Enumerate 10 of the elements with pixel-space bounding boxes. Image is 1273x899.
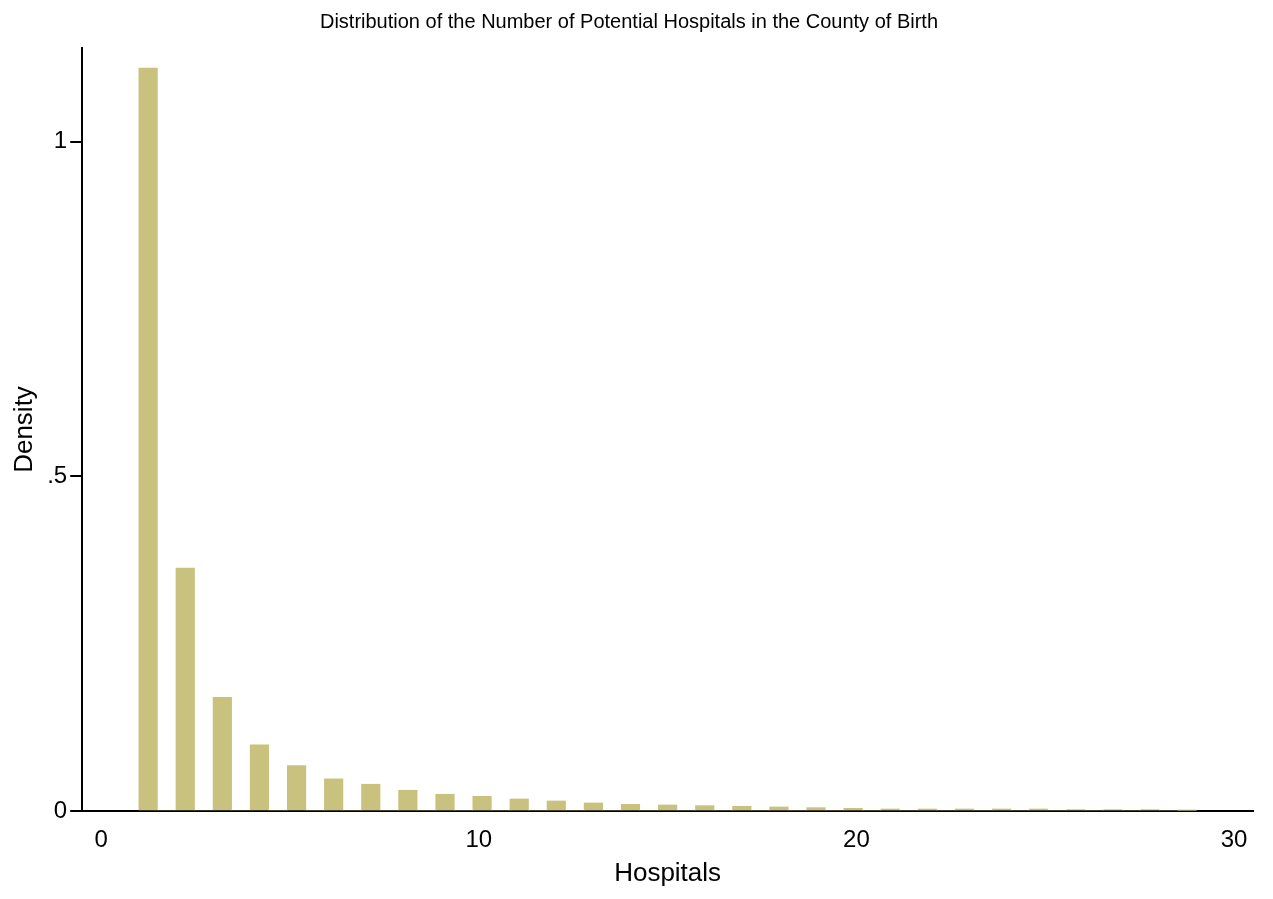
- x-tick-label: 30: [1220, 825, 1248, 853]
- y-tick-label: .5: [47, 460, 68, 488]
- x-axis-title: Hospitals: [614, 856, 722, 887]
- y-tick-label: 0: [53, 795, 68, 823]
- x-tick-label: 20: [843, 825, 870, 853]
- y-tick-label: 1: [53, 126, 68, 154]
- x-tick-label: 10: [465, 825, 493, 853]
- y-axis-title: Density: [7, 386, 38, 473]
- x-tick-label: 0: [94, 825, 108, 853]
- chart-title: Distribution of the Number of Potential Hospitals in the County of Birth: [319, 9, 939, 32]
